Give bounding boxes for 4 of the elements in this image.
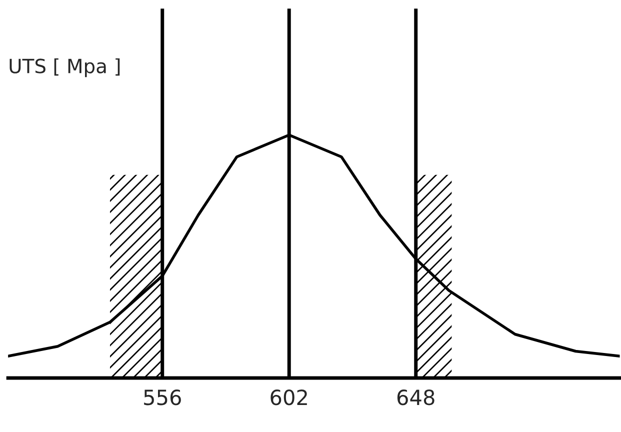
x-tick-label: 602 (270, 389, 307, 406)
x-tick-label: 556 (144, 389, 181, 406)
y-axis-title: UTS [ Mpa ] (10, 58, 120, 78)
x-tick-label: 648 (397, 389, 434, 406)
